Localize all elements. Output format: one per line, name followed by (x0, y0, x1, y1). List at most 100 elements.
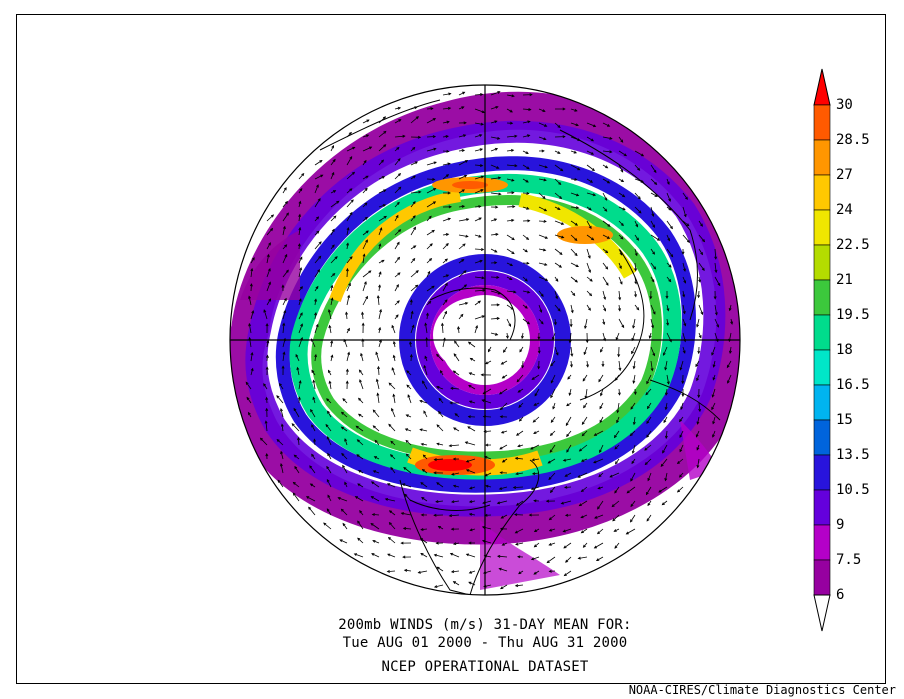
wind-arrowhead (378, 284, 381, 288)
wind-arrowhead (328, 324, 332, 329)
wind-arrow (410, 215, 416, 222)
wind-arrow (660, 458, 668, 467)
wind-arrow (361, 312, 364, 320)
wind-arrow (410, 270, 419, 278)
wind-arrowhead (562, 107, 566, 111)
wind-arrowhead (513, 290, 517, 294)
wind-arrow (458, 160, 468, 166)
wind-arrowhead (517, 444, 521, 448)
wind-arrow (538, 248, 546, 251)
wind-arrowhead (313, 438, 317, 442)
wind-arrowhead (568, 339, 572, 344)
wind-arrowhead (638, 210, 642, 214)
wind-arrowhead (664, 406, 668, 411)
wind-arrowhead (527, 120, 531, 124)
wind-arrowhead (436, 482, 440, 486)
wind-arrowhead (728, 307, 732, 312)
wind-arrowhead (265, 396, 269, 401)
wind-arrow (561, 500, 572, 504)
wind-arrowhead (533, 431, 537, 434)
wind-arrow (565, 472, 572, 477)
wind-arrow (280, 463, 284, 474)
wind-arrowhead (336, 200, 340, 204)
wind-arrowhead (436, 442, 440, 446)
wind-arrowhead (292, 492, 296, 496)
wind-arrowhead (293, 454, 297, 458)
wind-arrow (426, 178, 435, 180)
wind-arrow (346, 147, 355, 152)
wind-arrowhead (327, 494, 331, 498)
wind-arrowhead (500, 361, 504, 365)
wind-arrowhead (316, 184, 319, 188)
wind-arrow (374, 440, 380, 446)
wind-arrowhead (383, 215, 387, 219)
colorbar-level-label: 21 (836, 272, 853, 288)
wind-arrow (552, 332, 556, 340)
wind-arrowhead (548, 542, 552, 546)
wind-arrow (426, 285, 435, 292)
wind-arrowhead (301, 172, 305, 177)
wind-arrow (458, 149, 465, 152)
wind-arrowhead (316, 216, 320, 220)
wind-arrowhead (395, 314, 399, 318)
wind-arrow (266, 228, 273, 236)
wind-arrow (388, 424, 396, 432)
wind-arrowhead (365, 175, 369, 179)
wind-arrowhead (542, 109, 546, 112)
wind-arrow (500, 402, 508, 410)
wind-arrowhead (580, 489, 584, 493)
wind-arrowhead (283, 297, 287, 302)
wind-arrow (376, 379, 380, 390)
wind-arrowhead (412, 175, 416, 179)
wind-arrowhead (569, 324, 573, 328)
wind-arrow (554, 234, 564, 238)
wind-arrow (546, 556, 556, 563)
wind-arrowhead (590, 138, 595, 142)
wind-arrow (388, 537, 396, 544)
wind-arrowhead (499, 415, 503, 419)
wind-arrowhead (452, 542, 457, 546)
wind-arrow (362, 216, 368, 222)
wind-arrowhead (526, 206, 530, 210)
wind-arrowhead (652, 353, 656, 357)
wind-arrowhead (401, 483, 406, 487)
wind-arrow (266, 242, 271, 250)
wind-arrowhead (645, 392, 649, 396)
wind-arrowhead (557, 151, 561, 154)
wind-arrowhead (454, 413, 458, 417)
wind-arrowhead (392, 354, 396, 358)
map-frame (16, 14, 886, 684)
wind-arrowhead (406, 370, 410, 374)
wind-arrowhead (317, 269, 320, 273)
wind-arrow (594, 514, 604, 519)
wind-arrowhead (521, 365, 525, 369)
wind-arrowhead (429, 243, 433, 247)
wind-arrow (666, 220, 673, 229)
wind-arrowhead (309, 465, 313, 469)
wind-arrow (246, 397, 252, 404)
wind-arrow (250, 368, 254, 376)
wind-arrowhead (464, 441, 468, 445)
wind-arrow (614, 542, 620, 549)
wind-arrow (490, 120, 497, 124)
wind-arrowhead (388, 382, 392, 386)
wind-arrowhead (527, 134, 531, 138)
wind-arrow (291, 423, 300, 432)
wind-arrow (341, 426, 348, 432)
wind-arrowhead (593, 433, 597, 436)
wind-arrowhead (544, 236, 549, 239)
wind-arrowhead (511, 178, 515, 182)
wind-arrowhead (409, 341, 412, 345)
wind-arrowhead (382, 204, 387, 207)
wind-arrow (616, 416, 620, 423)
wind-arrowhead (314, 353, 318, 358)
wind-arrowhead (575, 123, 579, 127)
wind-arrowhead (428, 300, 432, 304)
wind-arrowhead (418, 190, 422, 194)
wind-arrow (342, 398, 348, 404)
wind-arrowhead (387, 536, 392, 540)
wind-arrow (343, 339, 348, 348)
wind-arrow (266, 355, 268, 362)
wind-arrow (584, 318, 588, 329)
wind-arrowhead (665, 295, 669, 299)
